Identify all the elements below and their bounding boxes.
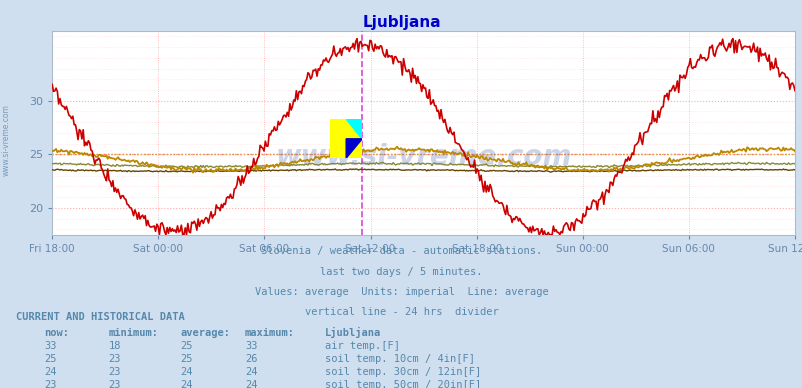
Text: CURRENT AND HISTORICAL DATA: CURRENT AND HISTORICAL DATA [16,312,184,322]
Text: maximum:: maximum: [245,327,294,338]
Text: Ljubljana: Ljubljana [362,15,440,30]
Text: vertical line - 24 hrs  divider: vertical line - 24 hrs divider [304,307,498,317]
Text: 23: 23 [108,379,121,388]
Text: soil temp. 10cm / 4in[F]: soil temp. 10cm / 4in[F] [325,354,475,364]
Text: 33: 33 [44,341,57,351]
Text: 18: 18 [108,341,121,351]
Text: soil temp. 50cm / 20in[F]: soil temp. 50cm / 20in[F] [325,379,481,388]
Text: 23: 23 [108,354,121,364]
Text: Slovenia / weather data - automatic stations.: Slovenia / weather data - automatic stat… [261,246,541,256]
Text: soil temp. 30cm / 12in[F]: soil temp. 30cm / 12in[F] [325,367,481,377]
Text: 24: 24 [180,379,193,388]
Text: average:: average: [180,327,230,338]
Text: now:: now: [44,327,69,338]
Text: last two days / 5 minutes.: last two days / 5 minutes. [320,267,482,277]
Text: Ljubljana: Ljubljana [325,327,381,338]
Polygon shape [346,120,362,139]
Text: minimum:: minimum: [108,327,158,338]
Text: 33: 33 [245,341,257,351]
Text: Values: average  Units: imperial  Line: average: Values: average Units: imperial Line: av… [254,287,548,297]
Text: 26: 26 [245,354,257,364]
Text: 23: 23 [108,367,121,377]
Text: 24: 24 [245,367,257,377]
Text: www.si-vreme.com: www.si-vreme.com [275,143,571,171]
Text: 24: 24 [180,367,193,377]
Text: 25: 25 [180,354,193,364]
Text: 25: 25 [44,354,57,364]
Text: 25: 25 [180,341,193,351]
Text: 24: 24 [245,379,257,388]
Text: 23: 23 [44,379,57,388]
Text: air temp.[F]: air temp.[F] [325,341,399,351]
Text: www.si-vreme.com: www.si-vreme.com [2,104,11,176]
Text: 24: 24 [44,367,57,377]
Polygon shape [346,139,362,158]
